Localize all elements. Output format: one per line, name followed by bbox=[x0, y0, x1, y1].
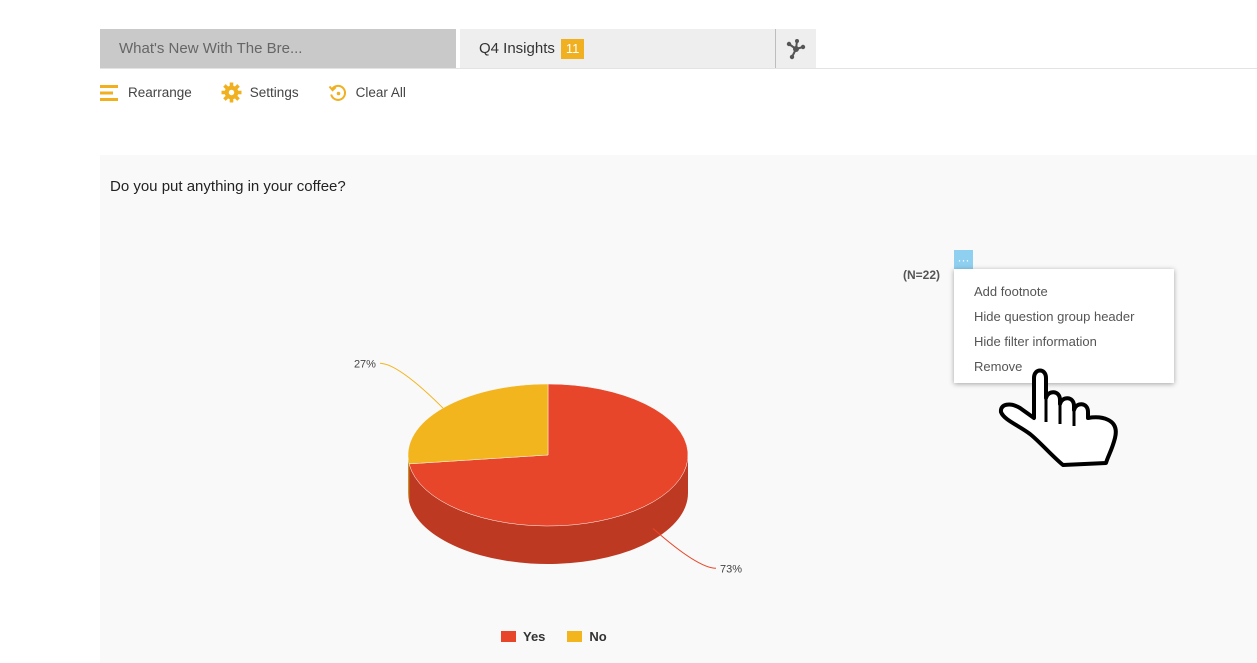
leader-line-no bbox=[379, 362, 444, 409]
menu-item-hide-filter-information[interactable]: Hide filter information bbox=[974, 334, 1097, 349]
network-button[interactable] bbox=[775, 29, 816, 68]
rearrange-label: Rearrange bbox=[128, 85, 192, 100]
settings-button[interactable]: Settings bbox=[221, 82, 299, 103]
options-menu: Add footnote Hide question group header … bbox=[954, 269, 1174, 383]
chart-legend: Yes No bbox=[501, 629, 629, 644]
legend-swatch-no bbox=[567, 631, 583, 642]
legend-item-yes[interactable]: Yes bbox=[501, 629, 545, 644]
menu-item-hide-question-group-header[interactable]: Hide question group header bbox=[974, 309, 1135, 324]
pie-slice-no[interactable] bbox=[407, 383, 549, 465]
data-label-no: 27% bbox=[354, 358, 376, 370]
more-options-button[interactable]: ··· bbox=[954, 250, 973, 269]
hand-pointer-cursor bbox=[998, 368, 1118, 467]
rearrange-button[interactable]: Rearrange bbox=[100, 83, 192, 103]
legend-item-no[interactable]: No bbox=[567, 629, 607, 644]
leader-line-yes bbox=[652, 528, 717, 569]
tab-whats-new[interactable]: What's New With The Bre... bbox=[100, 29, 456, 68]
question-title: Do you put anything in your coffee? bbox=[110, 178, 346, 195]
network-icon bbox=[786, 38, 806, 59]
tab-label: What's New With The Bre... bbox=[119, 40, 303, 57]
menu-item-add-footnote[interactable]: Add footnote bbox=[974, 284, 1048, 299]
reset-icon bbox=[328, 84, 346, 101]
legend-swatch-yes bbox=[501, 631, 516, 642]
clear-all-label: Clear All bbox=[355, 85, 406, 100]
tab-label: Q4 Insights bbox=[479, 40, 555, 57]
tab-q4-insights[interactable]: Q4 Insights 11 bbox=[460, 29, 775, 68]
gear-icon bbox=[221, 82, 242, 103]
rearrange-icon bbox=[100, 84, 118, 101]
settings-label: Settings bbox=[249, 85, 299, 100]
data-label-yes: 73% bbox=[720, 563, 742, 575]
pie-slice-yes[interactable] bbox=[408, 383, 689, 527]
clear-all-button[interactable]: Clear All bbox=[328, 83, 406, 103]
sample-size: (N=22) bbox=[903, 268, 941, 282]
menu-item-remove[interactable]: Remove bbox=[974, 359, 1023, 374]
legend-label-yes: Yes bbox=[523, 629, 546, 644]
pie-chart: 73% 27% bbox=[354, 358, 742, 575]
toolbar: Rearrange Settings Clear All bbox=[100, 82, 435, 103]
legend-label-no: No bbox=[589, 629, 607, 644]
pie-side-no bbox=[408, 455, 410, 502]
tabs-divider bbox=[100, 68, 1257, 69]
pie-side-yes bbox=[409, 455, 688, 564]
tab-count-badge: 11 bbox=[560, 38, 585, 59]
